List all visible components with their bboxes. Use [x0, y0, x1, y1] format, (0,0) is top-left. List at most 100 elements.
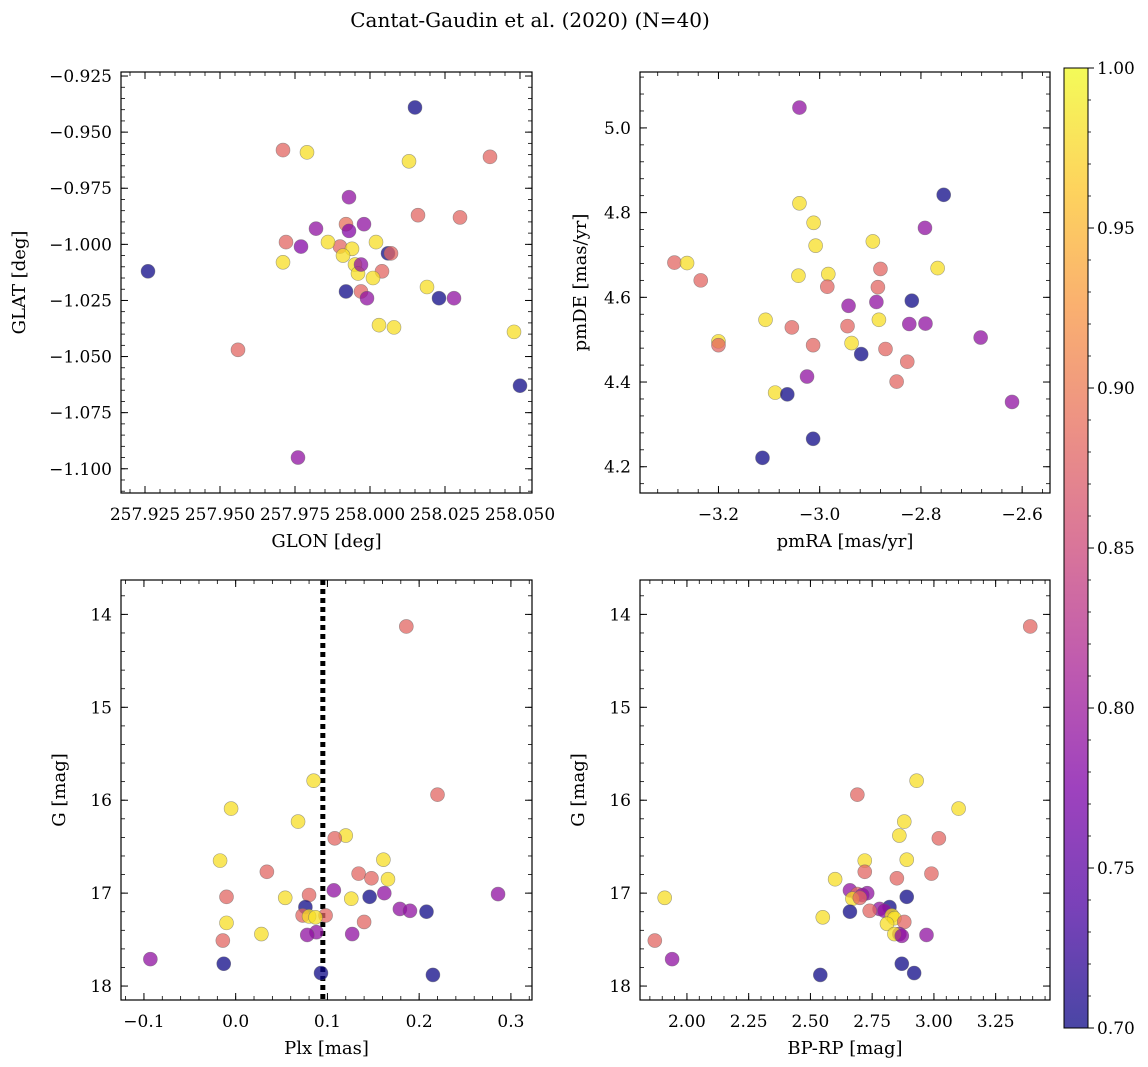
data-point — [293, 239, 309, 254]
data-point — [894, 956, 910, 972]
y-tick-label: −0.925 — [49, 67, 112, 87]
data-point — [506, 324, 522, 340]
data-point — [383, 246, 399, 261]
x-tick-label: −0.1 — [123, 1012, 164, 1032]
data-point — [341, 223, 357, 239]
y-axis-label: G [mag] — [568, 753, 589, 826]
data-point — [343, 891, 359, 907]
y-tick-label: 15 — [90, 698, 112, 718]
data-point — [290, 814, 306, 829]
data-point — [842, 904, 858, 920]
data-point — [870, 279, 886, 295]
data-point — [275, 142, 291, 158]
panel-2: −3.2 −3.0 −2.8 −2.6 4.2 4.4 4.6 4.8 5.0 pmRA [mas… — [570, 71, 1051, 552]
data-point — [430, 787, 445, 802]
data-point — [820, 266, 836, 282]
data-point — [512, 378, 528, 394]
y-tick-label: 16 — [90, 791, 112, 811]
data-point — [871, 312, 887, 328]
x-tick-label: 3.00 — [915, 1012, 953, 1032]
data-point — [341, 189, 357, 205]
colorbar-tick-label: 0.80 — [1097, 699, 1135, 719]
data-point — [679, 255, 695, 271]
data-point — [936, 187, 952, 203]
colorbar-tick-label: 0.95 — [1097, 219, 1135, 239]
data-point — [356, 914, 372, 930]
data-point — [892, 828, 907, 843]
y-tick-label: 17 — [609, 884, 631, 904]
y-axis-label: G [mag] — [49, 753, 70, 826]
data-point — [899, 852, 915, 867]
data-point — [711, 337, 726, 353]
y-axis-label: pmDE [mas/yr] — [570, 214, 591, 352]
x-tick-label: −2.8 — [900, 505, 941, 525]
x-tick-label: −3.2 — [698, 505, 739, 525]
data-point — [767, 385, 783, 400]
data-point — [792, 195, 807, 211]
y-tick-label: −1.100 — [49, 460, 112, 480]
data-point — [1004, 394, 1020, 410]
data-point — [376, 885, 392, 901]
data-point — [254, 926, 269, 942]
data-point — [899, 889, 915, 905]
y-tick-label: −0.950 — [49, 123, 112, 143]
data-point — [299, 927, 315, 943]
data-point — [805, 431, 821, 447]
x-tick-label: 257.975 — [260, 505, 330, 525]
data-point — [259, 864, 275, 880]
data-point — [425, 967, 441, 983]
data-point — [359, 290, 375, 306]
data-point — [844, 335, 859, 351]
data-point — [840, 318, 855, 334]
x-tick-label: 3.25 — [977, 1012, 1015, 1032]
data-point — [320, 234, 336, 250]
panel-3: −0.1 0.0 0.1 0.2 0.3 14 15 16 17 18 Plx [mas] G [ma… — [49, 579, 533, 1059]
data-point — [365, 270, 381, 286]
x-tick-label: 0.3 — [497, 1012, 524, 1032]
data-point — [326, 883, 342, 898]
data-point — [853, 346, 869, 362]
x-axis-label: Plx [mas] — [284, 1038, 369, 1059]
colorbar-tick-label: 1.00 — [1097, 59, 1135, 79]
y-tick-label: −0.975 — [49, 179, 112, 199]
data-point — [431, 290, 447, 306]
data-point — [924, 866, 939, 881]
data-point — [930, 260, 945, 276]
data-point — [143, 951, 158, 967]
x-axis-label: pmRA [mas/yr] — [777, 531, 914, 552]
data-point — [386, 320, 402, 335]
y-tick-label: 4.2 — [604, 458, 631, 478]
data-point — [216, 956, 232, 972]
data-point — [278, 234, 294, 250]
data-point — [784, 320, 800, 335]
data-point — [896, 814, 912, 829]
data-point — [299, 145, 315, 160]
y-tick-label: 16 — [609, 791, 631, 811]
x-tick-label: −2.6 — [1002, 505, 1043, 525]
y-tick-label: 18 — [609, 977, 631, 997]
data-point — [308, 910, 323, 925]
x-tick-label: 0.2 — [406, 1012, 433, 1032]
data-point — [482, 149, 498, 165]
data-point — [909, 773, 924, 789]
panels: 257.925 257.950 257.975 258.000 258.025 258.0… — [9, 67, 1051, 1059]
data-point — [815, 910, 831, 925]
data-point — [879, 916, 895, 932]
data-point — [215, 933, 231, 948]
data-point — [401, 154, 417, 169]
data-point — [813, 967, 828, 983]
y-tick-label: 4.8 — [604, 204, 631, 224]
data-point — [657, 890, 672, 906]
data-point — [819, 279, 835, 295]
data-point — [338, 284, 354, 299]
x-tick-label: 258.000 — [335, 505, 405, 525]
x-axis-label: BP-RP [mag] — [787, 1038, 902, 1059]
x-tick-label: 257.950 — [185, 505, 255, 525]
data-point — [353, 257, 369, 272]
data-point — [899, 354, 915, 370]
y-tick-label: 18 — [90, 977, 112, 997]
colorbar-tick-label: 0.75 — [1097, 859, 1135, 879]
y-tick-label: 4.6 — [604, 288, 631, 308]
data-point — [356, 216, 372, 232]
data-point — [792, 100, 807, 115]
